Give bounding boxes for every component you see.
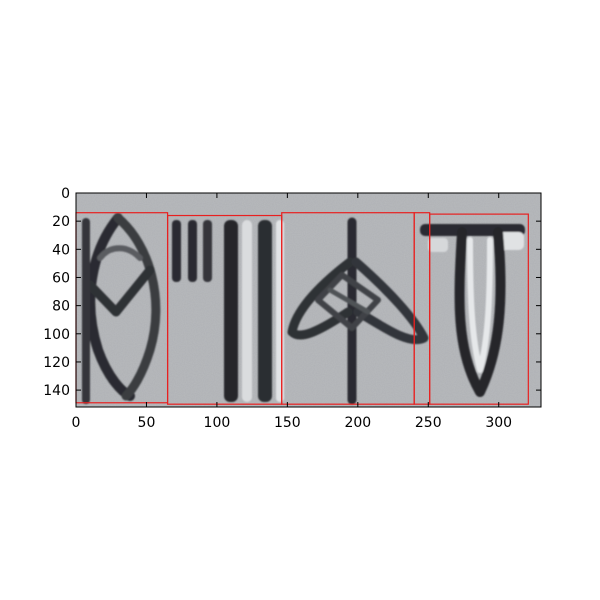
x-tick-label: 150: [274, 415, 301, 431]
y-tick-label: 0: [61, 186, 70, 202]
detection-box-5: [429, 213, 529, 405]
y-tick-label: 60: [52, 270, 70, 286]
y-tick-label: 20: [52, 214, 70, 230]
y-axis-ticks: 0 20 40 60 80 100 120 140: [43, 186, 541, 399]
glyph-triple-stroke: [172, 220, 284, 402]
x-tick-label: 100: [204, 415, 231, 431]
axes-frame: [75, 192, 542, 408]
glyph-arrow-sprout: [287, 217, 429, 405]
y-tick-label: 80: [52, 299, 70, 315]
y-tick-label: 140: [43, 383, 70, 399]
seal-image: [76, 193, 541, 407]
y-tick-label: 40: [52, 242, 70, 258]
glyph-bar-cup: [420, 224, 525, 397]
y-tick-label: 120: [43, 355, 70, 371]
x-tick-label: 250: [415, 415, 442, 431]
y-tick-label: 100: [43, 327, 70, 343]
x-tick-label: 200: [344, 415, 371, 431]
x-tick-label: 0: [72, 415, 81, 431]
x-tick-label: 50: [138, 415, 156, 431]
x-tick-label: 300: [485, 415, 512, 431]
detection-boxes: [75, 212, 529, 405]
x-axis-ticks: 0 50 100 150 200 250 300: [72, 193, 512, 431]
glyph-fish-leaf: [82, 213, 161, 404]
